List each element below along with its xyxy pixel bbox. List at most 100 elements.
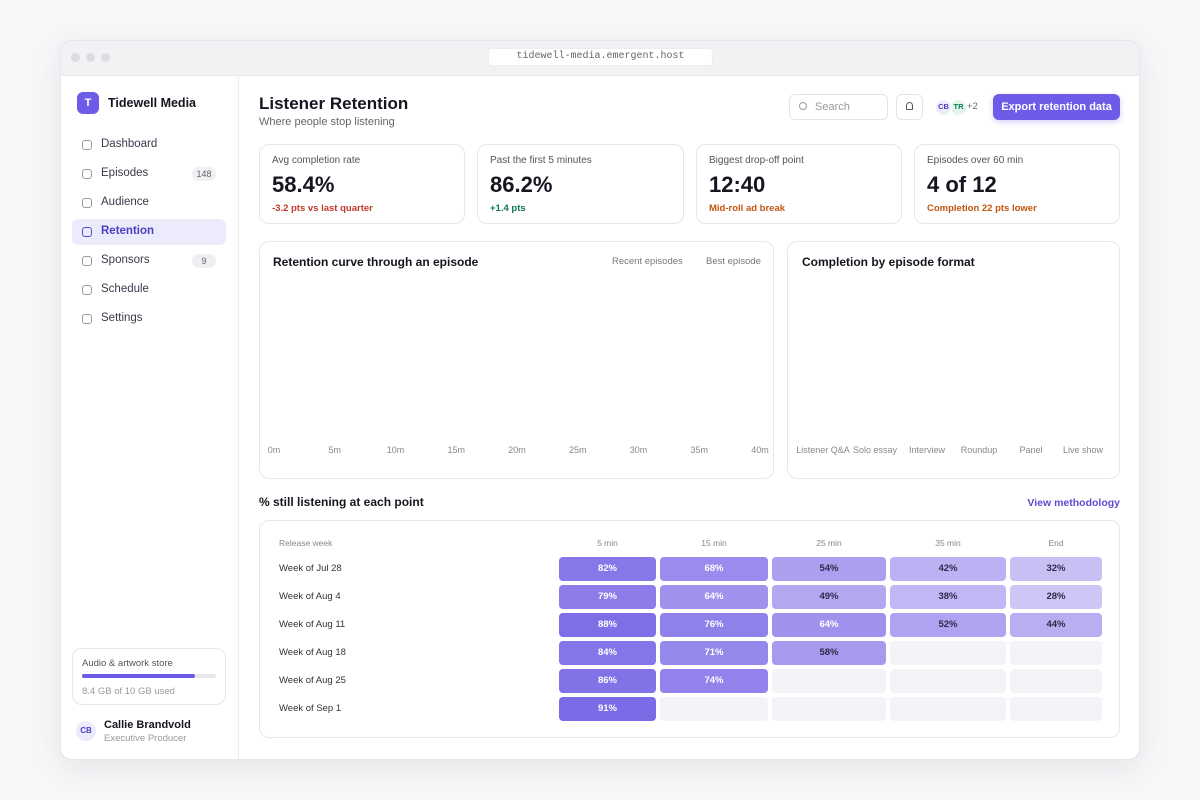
storage-caption: 8.4 GB of 10 GB used — [82, 686, 175, 697]
x-tick-label: Solo essay — [852, 445, 898, 455]
heat-cell — [772, 585, 886, 609]
empty-cell — [772, 669, 886, 693]
nav-icon — [82, 227, 92, 237]
heat-cell — [890, 557, 1006, 581]
kpi-label: Biggest drop-off point — [709, 155, 804, 166]
heat-cell — [660, 557, 768, 581]
empty-cell — [890, 669, 1006, 693]
methodology-link[interactable]: View methodology — [1027, 497, 1120, 509]
heat-cell — [660, 585, 768, 609]
cell-label: 68% — [704, 563, 724, 574]
kpi-delta: +1.4 pts — [490, 203, 526, 214]
cell-label: 91% — [597, 703, 617, 714]
heat-cell — [890, 613, 1006, 637]
avatar: TR — [950, 99, 967, 116]
empty-cell — [1010, 697, 1102, 721]
nav-item[interactable]: Sponsors — [101, 254, 150, 266]
more-avatars: +2 — [967, 101, 978, 112]
x-tick-label: Interview — [908, 445, 945, 455]
cell-label: 74% — [704, 675, 724, 686]
nav-icon — [82, 285, 92, 295]
column-header: 15 min — [701, 538, 727, 548]
nav-icon — [82, 314, 92, 324]
kpi-delta: -3.2 pts vs last quarter — [272, 203, 373, 214]
cell-label: 64% — [819, 619, 839, 630]
search-icon — [799, 102, 807, 110]
kpi-card — [477, 144, 684, 224]
cell-label: 42% — [938, 563, 958, 574]
row-label: Week of Aug 18 — [279, 647, 346, 658]
heat-cell — [890, 585, 1006, 609]
heat-cell — [559, 613, 656, 637]
chart-title: Retention curve through an episode — [273, 255, 479, 269]
column-header: End — [1048, 538, 1064, 548]
heat-cell — [772, 641, 886, 665]
heat-cell — [559, 697, 656, 721]
heat-cell — [1010, 613, 1102, 637]
heat-cell — [772, 557, 886, 581]
brand-icon: T — [77, 92, 99, 114]
dot — [86, 53, 95, 62]
kpi-delta: Mid-roll ad break — [709, 203, 786, 214]
x-tick-label: 20m — [508, 445, 526, 455]
nav-icon — [82, 169, 92, 179]
nav-item[interactable]: Episodes — [101, 167, 149, 179]
heat-cell — [660, 669, 768, 693]
x-tick-label: Panel — [1019, 445, 1043, 455]
row-label: Week of Sep 1 — [279, 703, 342, 714]
heat-cell — [559, 557, 656, 581]
nav-icon — [82, 140, 92, 150]
heat-cell — [772, 613, 886, 637]
empty-cell — [1010, 669, 1102, 693]
column-header: Release week — [279, 538, 333, 548]
cell-label: 28% — [1046, 591, 1066, 602]
heat-cell — [660, 613, 768, 637]
heat-cell — [559, 669, 656, 693]
row-label: Week of Aug 4 — [279, 591, 341, 602]
cell-label: 38% — [938, 591, 958, 602]
nav-item[interactable]: Audience — [101, 196, 149, 208]
user-avatar: CB — [76, 721, 96, 741]
heat-cell — [660, 641, 768, 665]
x-tick-label: 10m — [386, 445, 405, 455]
kpi-value: 86.2% — [490, 172, 553, 197]
kpi-label: Episodes over 60 min — [927, 155, 1024, 166]
chart-title: Completion by episode format — [802, 255, 975, 269]
legend-label: Recent episodes — [612, 256, 683, 267]
nav-item[interactable]: Retention — [101, 225, 155, 237]
kpi-value: 12:40 — [709, 172, 766, 197]
storage-fill — [82, 674, 195, 678]
cell-label: 86% — [597, 675, 617, 686]
url: tidewell-media.emergent.host — [516, 51, 685, 62]
empty-cell — [890, 641, 1006, 665]
x-tick-label: Roundup — [960, 445, 998, 455]
nav-badge: 9 — [192, 254, 216, 268]
nav-item[interactable]: Settings — [101, 312, 143, 324]
kpi-card — [696, 144, 902, 224]
x-tick-label: Live show — [1062, 445, 1104, 455]
empty-cell — [660, 697, 768, 721]
cell-label: 58% — [819, 647, 839, 658]
x-tick-label: 15m — [447, 445, 465, 455]
x-tick-label: 25m — [568, 445, 587, 455]
storage-title: Audio & artwork store — [82, 658, 173, 669]
nav-badge: 148 — [192, 167, 216, 181]
dot — [101, 53, 110, 62]
sidebar-divider — [238, 75, 239, 760]
kpi-card — [259, 144, 465, 224]
kpi-value: 58.4% — [272, 172, 335, 197]
chart-card — [787, 241, 1120, 479]
bell-icon — [906, 102, 913, 110]
empty-cell — [772, 697, 886, 721]
cell-label: 79% — [597, 591, 617, 602]
page-title: Listener Retention — [259, 94, 409, 113]
export-button[interactable]: Export retention data — [993, 94, 1120, 120]
cell-label: 88% — [597, 619, 617, 630]
column-header: 5 min — [597, 538, 618, 548]
user-role: Executive Producer — [104, 733, 187, 744]
nav-item[interactable]: Schedule — [101, 283, 149, 295]
nav-item[interactable]: Dashboard — [101, 138, 158, 150]
cell-label: 49% — [819, 591, 839, 602]
cell-label: 32% — [1046, 563, 1066, 574]
